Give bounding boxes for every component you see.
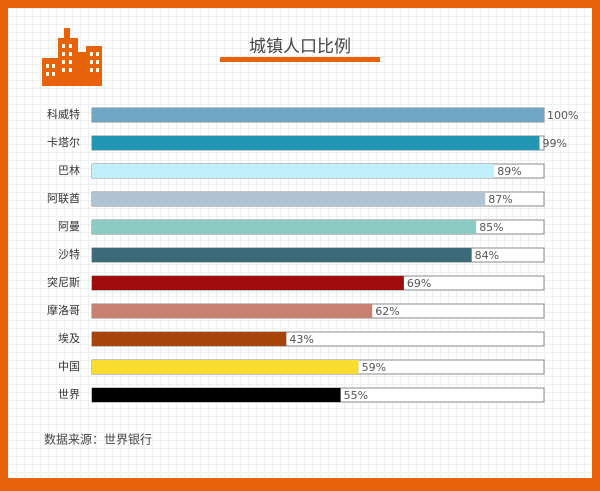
bar: [92, 136, 540, 150]
value-label: 85%: [479, 221, 503, 234]
category-label: 科威特: [47, 107, 80, 121]
building-icon: [42, 28, 102, 86]
value-label: 84%: [475, 249, 499, 262]
value-label: 55%: [344, 389, 368, 402]
bar: [92, 192, 486, 206]
bar: [92, 276, 404, 290]
value-label: 59%: [362, 361, 386, 374]
bar: [92, 360, 359, 374]
chart-title: 城镇人口比例: [249, 37, 351, 57]
value-label: 43%: [289, 333, 313, 346]
category-label: 巴林: [58, 163, 80, 177]
bar: [92, 164, 495, 178]
category-label: 世界: [58, 388, 80, 401]
category-label: 摩洛哥: [47, 303, 80, 317]
category-label: 中国: [58, 360, 80, 373]
source-note: 数据来源：世界银行: [44, 432, 152, 447]
title-underline: [220, 57, 380, 62]
category-label: 突尼斯: [47, 275, 80, 289]
value-label: 87%: [488, 193, 512, 206]
category-label: 卡塔尔: [47, 136, 80, 149]
value-label: 99%: [542, 137, 566, 150]
category-label: 沙特: [58, 247, 80, 261]
value-label: 89%: [497, 165, 521, 178]
bar: [92, 108, 544, 122]
bar: [92, 332, 287, 346]
bar: [92, 388, 341, 402]
bar: [92, 220, 477, 234]
value-label: 100%: [547, 109, 578, 122]
bar: [92, 304, 373, 318]
bar: [92, 248, 472, 262]
value-label: 62%: [375, 305, 399, 318]
value-label: 69%: [407, 277, 431, 290]
category-label: 阿曼: [58, 220, 80, 233]
category-label: 阿联酋: [47, 191, 80, 205]
category-label: 埃及: [58, 331, 80, 345]
